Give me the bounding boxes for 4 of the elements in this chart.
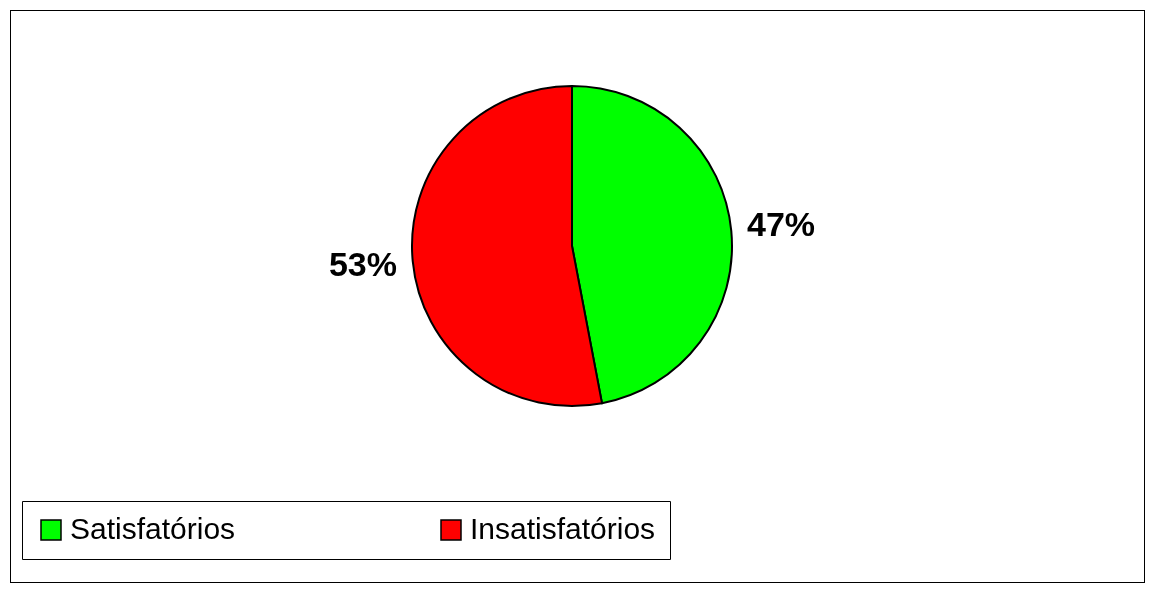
data-label: 53% — [328, 244, 397, 283]
legend-label: Satisfatórios — [70, 512, 236, 545]
legend-label: Insatisfatórios — [470, 512, 656, 545]
data-label: 47% — [747, 205, 816, 244]
